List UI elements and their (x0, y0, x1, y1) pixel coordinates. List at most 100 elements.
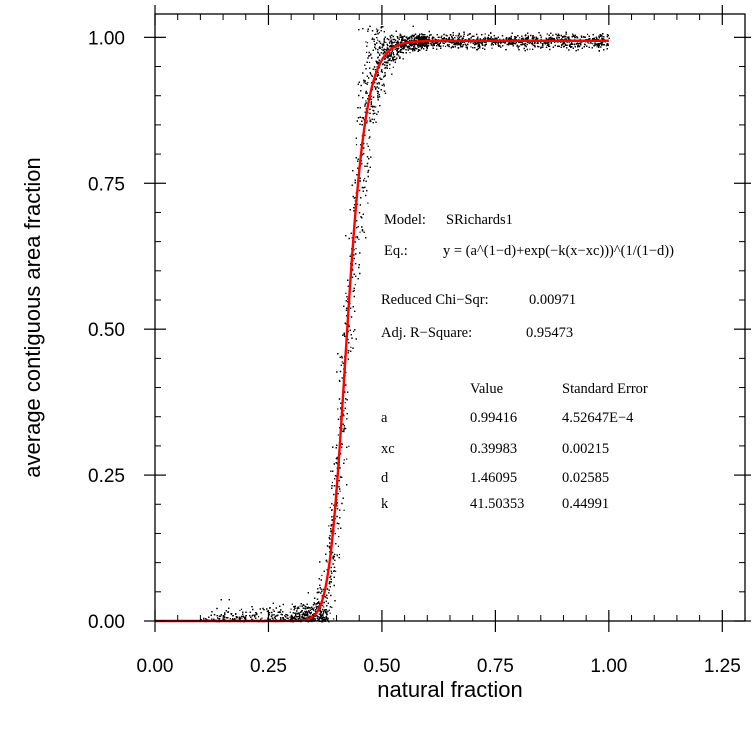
scatter-point (389, 67, 391, 70)
scatter-point (364, 177, 366, 180)
scatter-point (394, 41, 396, 43)
scatter-point (323, 612, 325, 614)
scatter-point (600, 35, 602, 37)
scatter-point (499, 42, 502, 44)
scatter-point (557, 41, 559, 43)
scatter-point (385, 41, 387, 43)
scatter-point (366, 42, 369, 44)
scatter-point (355, 248, 357, 250)
scatter-point (338, 379, 340, 381)
scatter-point (313, 607, 315, 609)
scatter-point (370, 74, 373, 76)
scatter-point (375, 78, 377, 80)
scatter-point (386, 50, 388, 52)
scatter-point (272, 609, 274, 611)
scatter-point (490, 32, 492, 34)
scatter-point (369, 121, 371, 123)
scatter-point (516, 44, 518, 46)
scatter-point (317, 616, 319, 618)
scatter-point (506, 38, 508, 40)
scatter-point (341, 377, 343, 379)
scatter-point (240, 608, 243, 610)
scatter-point (412, 42, 414, 45)
scatter-point (289, 611, 291, 613)
scatter-point (368, 61, 371, 63)
scatter-point (245, 615, 247, 617)
scatter-point (396, 43, 398, 45)
scatter-point (229, 618, 231, 620)
scatter-point (448, 44, 450, 46)
scatter-point (444, 38, 446, 40)
scatter-point (497, 42, 499, 44)
scatter-point (361, 117, 363, 119)
scatter-point (457, 36, 459, 38)
scatter-point (491, 47, 493, 49)
scatter-point (328, 525, 330, 527)
scatter-point (531, 41, 533, 44)
scatter-point (454, 44, 456, 46)
scatter-point (409, 36, 411, 38)
scatter-point (392, 49, 394, 51)
scatter-point (566, 37, 569, 39)
scatter-point (336, 505, 338, 507)
scatter-point (258, 616, 260, 618)
scatter-point (338, 553, 341, 556)
scatter-point (219, 617, 221, 619)
scatter-point (372, 106, 374, 108)
scatter-point (329, 506, 331, 509)
scatter-point (409, 52, 411, 54)
scatter-point (495, 38, 497, 40)
scatter-point (522, 42, 524, 44)
scatter-point (444, 45, 447, 48)
scatter-point (414, 36, 416, 38)
scatter-point (336, 554, 338, 556)
scatter-point (560, 41, 562, 43)
scatter-point (533, 36, 535, 38)
scatter-point (378, 74, 380, 77)
scatter-point (563, 35, 565, 37)
scatter-point (496, 37, 498, 40)
scatter-point (532, 44, 534, 47)
scatter-point (537, 37, 539, 39)
scatter-point (365, 41, 367, 43)
scatter-point (337, 408, 339, 410)
scatter-point (304, 610, 306, 612)
scatter-point (372, 37, 374, 39)
scatter-point (300, 618, 302, 620)
scatter-point (370, 95, 373, 97)
scatter-point (470, 46, 472, 48)
scatter-point (354, 284, 356, 286)
scatter-point (331, 481, 333, 484)
scatter-point (330, 532, 332, 534)
scatter-point (409, 46, 411, 48)
scatter-point (545, 37, 547, 39)
scatter-point (544, 41, 546, 43)
scatter-point (355, 236, 357, 238)
scatter-point (399, 33, 401, 35)
scatter-point (457, 41, 459, 43)
scatter-point (355, 144, 358, 146)
scatter-point (567, 36, 569, 38)
scatter-point (453, 44, 455, 46)
scatter-point (566, 41, 568, 44)
scatter-point (484, 33, 486, 35)
scatter-point (269, 607, 271, 610)
scatter-point (409, 38, 411, 40)
scatter-point (343, 459, 345, 461)
scatter-point (344, 402, 346, 404)
scatter-point (347, 339, 349, 341)
scatter-point (374, 33, 376, 36)
scatter-point (335, 570, 337, 572)
scatter-point (525, 37, 527, 39)
scatter-point (451, 38, 453, 41)
scatter-point (337, 434, 339, 436)
scatter-point (328, 609, 330, 611)
scatter-point (381, 49, 383, 51)
scatter-point (365, 100, 367, 102)
scatter-point (592, 43, 594, 45)
scatter-point (279, 611, 281, 613)
scatter-point (254, 614, 256, 616)
scatter-point (518, 41, 520, 44)
scatter-point (330, 523, 332, 526)
